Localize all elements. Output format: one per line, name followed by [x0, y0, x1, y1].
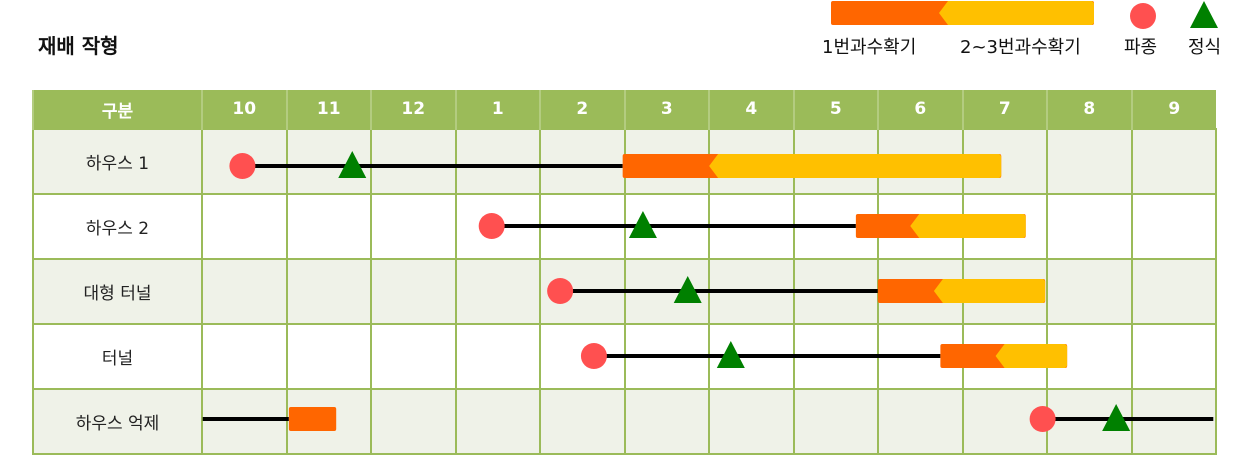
month-cell — [454, 323, 541, 390]
header-month: 7 — [961, 90, 1047, 129]
month-cell — [201, 258, 288, 325]
header-row: 구분 10 11 12 1 2 3 4 5 6 7 8 9 — [32, 90, 1216, 129]
later-harvest-bar — [939, 1, 1094, 25]
row-label: 하우스 2 — [32, 193, 203, 260]
header-month: 9 — [1130, 90, 1216, 129]
sowing-marker — [478, 213, 505, 239]
month-cell — [370, 193, 457, 260]
sowing-marker — [547, 278, 574, 304]
header-month: 5 — [792, 90, 878, 129]
month-cell — [370, 128, 457, 195]
header-month: 1 — [454, 90, 540, 129]
month-cell — [454, 128, 541, 195]
month-cell — [454, 388, 541, 455]
table-row: 터널 — [32, 323, 1217, 390]
month-cell — [539, 388, 626, 455]
month-cell — [370, 258, 457, 325]
row-label: 터널 — [32, 323, 203, 390]
table-row: 하우스 억제 — [32, 388, 1217, 455]
month-cell — [201, 193, 288, 260]
page-title: 재배 작형 — [38, 34, 119, 58]
month-cell — [1130, 193, 1217, 260]
table-row: 하우스 1 — [32, 128, 1217, 195]
month-cell — [1130, 323, 1217, 390]
row-label: 하우스 1 — [32, 128, 203, 195]
planting-marker — [1190, 1, 1218, 28]
month-cell — [708, 388, 795, 455]
month-cell — [201, 323, 288, 390]
row-label: 대형 터널 — [32, 258, 203, 325]
month-cell — [370, 323, 457, 390]
month-cell — [623, 388, 710, 455]
legend-first-harvest-label: 1번과수확기 — [822, 37, 917, 58]
month-cell — [792, 388, 879, 455]
header-month: 10 — [201, 90, 287, 129]
month-cell — [1130, 388, 1217, 455]
later-harvest-bar — [995, 344, 1068, 368]
planting-marker — [628, 211, 657, 238]
header-month: 8 — [1046, 90, 1132, 129]
later-harvest-bar — [933, 279, 1046, 303]
first-harvest-bar — [288, 407, 337, 431]
sowing-marker — [580, 343, 607, 369]
month-cell — [285, 128, 372, 195]
month-cell — [1046, 258, 1133, 325]
header-month: 3 — [623, 90, 709, 129]
header-month: 11 — [285, 90, 371, 129]
sowing-marker — [1029, 406, 1056, 432]
row-label: 하우스 억제 — [32, 388, 203, 455]
month-cell — [1130, 128, 1217, 195]
legend-planting-label: 정식 — [1188, 37, 1222, 58]
month-cell — [370, 388, 457, 455]
header-month: 4 — [708, 90, 794, 129]
planting-marker — [1102, 404, 1131, 431]
month-cell — [201, 388, 288, 455]
month-cell — [285, 323, 372, 390]
sowing-marker — [229, 153, 256, 179]
later-harvest-bar — [910, 214, 1026, 238]
header-month: 6 — [877, 90, 963, 129]
header-category: 구분 — [32, 90, 202, 129]
later-harvest-bar — [709, 154, 1002, 178]
planting-marker — [338, 151, 367, 178]
planting-marker — [716, 341, 745, 368]
planting-marker — [673, 276, 702, 303]
month-cell — [285, 193, 372, 260]
legend-sowing-label: 파종 — [1124, 37, 1158, 58]
month-cell — [454, 258, 541, 325]
month-cell — [877, 388, 964, 455]
header-month: 2 — [539, 90, 625, 129]
month-cell — [1046, 128, 1133, 195]
month-cell — [285, 258, 372, 325]
month-cell — [1130, 258, 1217, 325]
month-cell — [961, 128, 1048, 195]
header-month: 12 — [370, 90, 456, 129]
sowing-marker — [1130, 3, 1156, 29]
month-cell — [1046, 193, 1133, 260]
legend-later-harvest-label: 2~3번과수확기 — [960, 37, 1081, 58]
